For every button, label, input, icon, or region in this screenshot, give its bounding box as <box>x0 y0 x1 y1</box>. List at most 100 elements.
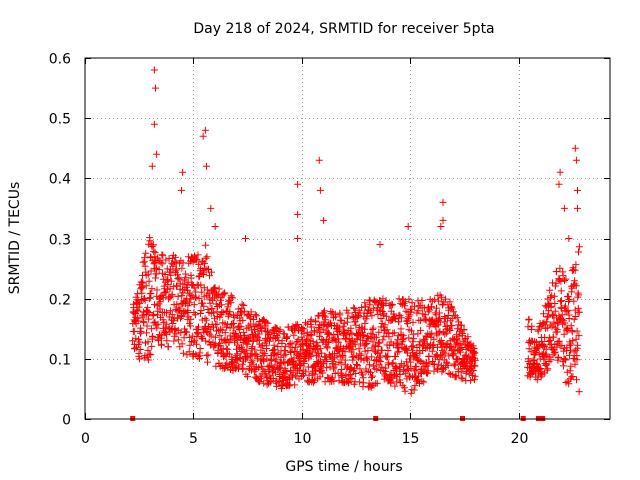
data-point <box>283 368 291 375</box>
data-point <box>362 354 370 362</box>
data-point <box>395 295 403 303</box>
data-point <box>356 378 364 386</box>
data-point <box>316 186 324 194</box>
data-point <box>134 307 142 315</box>
data-point <box>408 299 416 307</box>
data-point <box>392 352 399 360</box>
data-point <box>206 330 214 338</box>
data-point <box>211 333 219 341</box>
data-point <box>185 348 193 356</box>
data-point <box>541 302 549 310</box>
x-tick-label: 15 <box>402 431 420 447</box>
data-point <box>159 294 167 302</box>
data-point <box>298 370 306 377</box>
data-point <box>542 318 550 326</box>
data-point <box>164 343 172 351</box>
data-point <box>254 352 262 360</box>
data-point <box>187 274 195 282</box>
data-point <box>446 327 454 334</box>
data-point <box>294 321 302 328</box>
data-point <box>564 306 572 314</box>
data-point <box>562 356 570 364</box>
data-point <box>162 320 170 328</box>
data-point <box>471 372 479 380</box>
data-point <box>410 386 418 394</box>
data-point <box>547 303 555 311</box>
data-point <box>561 277 568 284</box>
data-point <box>553 268 560 276</box>
data-point <box>207 332 215 340</box>
data-point <box>196 345 204 352</box>
data-point <box>533 376 541 384</box>
data-point <box>145 315 153 323</box>
data-point <box>323 344 331 352</box>
data-point <box>458 344 466 351</box>
data-point <box>574 304 582 312</box>
data-point <box>568 328 576 336</box>
y-tick-label: 0.4 <box>49 172 71 188</box>
data-point <box>201 126 209 134</box>
data-point <box>439 198 447 206</box>
data-point <box>373 365 381 373</box>
data-point <box>309 337 317 345</box>
data-point <box>407 358 415 366</box>
data-point <box>364 347 372 355</box>
data-point <box>271 350 279 358</box>
data-point <box>139 295 147 303</box>
data-point <box>185 299 193 307</box>
data-point <box>246 312 254 320</box>
data-point <box>316 345 324 353</box>
data-point <box>570 266 577 274</box>
data-point <box>341 348 349 356</box>
data-point <box>131 344 139 352</box>
data-point <box>359 371 366 379</box>
data-point <box>184 286 191 294</box>
data-point <box>340 319 348 327</box>
data-point <box>373 379 381 387</box>
y-tick-label: 0.1 <box>49 353 71 369</box>
data-point <box>203 162 210 170</box>
data-point <box>555 319 563 327</box>
data-point <box>370 346 378 354</box>
data-point <box>368 312 376 320</box>
data-point <box>546 286 554 294</box>
data-point <box>350 305 358 313</box>
data-point <box>441 330 449 338</box>
data-point <box>360 332 368 339</box>
data-point <box>282 350 290 358</box>
data-point <box>440 348 448 356</box>
data-point <box>345 378 353 386</box>
data-point <box>565 315 573 322</box>
data-point <box>136 338 144 346</box>
data-point <box>179 280 187 288</box>
data-point <box>213 320 221 328</box>
data-point <box>415 357 423 365</box>
y-tick-label: 0.3 <box>49 233 71 249</box>
data-point <box>574 341 582 349</box>
data-point <box>558 297 565 305</box>
data-point <box>378 363 386 371</box>
data-point <box>288 357 296 365</box>
data-point <box>191 252 198 260</box>
data-point <box>199 299 206 307</box>
data-point <box>214 348 222 356</box>
data-point <box>363 340 371 347</box>
data-point <box>144 304 152 312</box>
data-point <box>442 329 450 337</box>
data-point <box>403 344 411 352</box>
data-point <box>418 297 426 304</box>
data-point <box>382 312 390 320</box>
data-point <box>572 335 580 343</box>
data-point <box>386 342 394 349</box>
data-point <box>571 280 579 288</box>
data-point <box>365 368 373 376</box>
data-point <box>336 316 344 324</box>
data-point <box>146 237 154 245</box>
data-point <box>311 370 319 378</box>
data-point <box>294 335 302 343</box>
data-point <box>388 360 396 367</box>
data-point <box>368 353 376 361</box>
data-point <box>335 338 343 346</box>
data-point <box>226 308 234 316</box>
data-point <box>369 372 376 380</box>
